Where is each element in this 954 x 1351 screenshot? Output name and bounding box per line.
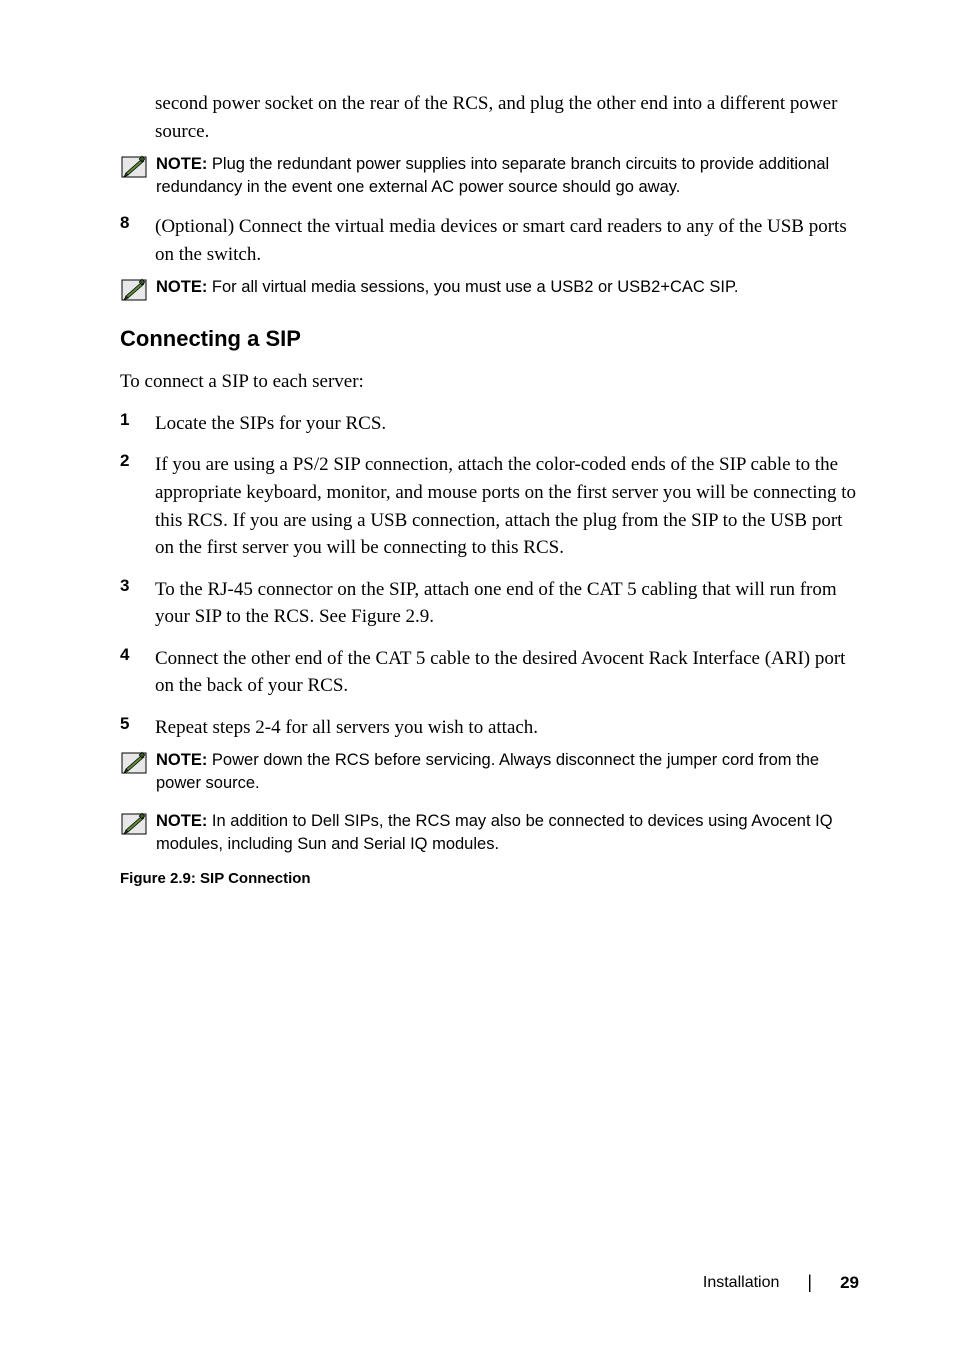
footer-page-number: 29 <box>840 1273 859 1293</box>
note-icon <box>120 751 148 775</box>
list-item-2: 2 If you are using a PS/2 SIP connection… <box>120 451 859 561</box>
list-item-4: 4 Connect the other end of the CAT 5 cab… <box>120 645 859 700</box>
footer-section: Installation <box>703 1274 780 1292</box>
note-text: NOTE: For all virtual media sessions, yo… <box>156 276 738 299</box>
intro-continuation: second power socket on the rear of the R… <box>155 90 859 145</box>
list-num: 8 <box>120 213 155 268</box>
note-bold: NOTE: <box>156 812 207 830</box>
note-icon <box>120 278 148 302</box>
note-icon <box>120 155 148 179</box>
note-block-1: NOTE: Plug the redundant power supplies … <box>120 153 859 199</box>
list-num: 4 <box>120 645 155 700</box>
section-heading: Connecting a SIP <box>120 326 859 352</box>
list-num: 3 <box>120 576 155 631</box>
note-text: NOTE: Power down the RCS before servicin… <box>156 749 859 795</box>
note-text: NOTE: In addition to Dell SIPs, the RCS … <box>156 810 859 856</box>
note-bold: NOTE: <box>156 751 207 769</box>
note-body: Plug the redundant power supplies into s… <box>156 155 829 196</box>
list-item-5: 5 Repeat steps 2-4 for all servers you w… <box>120 714 859 742</box>
note-icon <box>120 812 148 836</box>
note-body: Power down the RCS before servicing. Alw… <box>156 751 819 792</box>
note-block-3: NOTE: Power down the RCS before servicin… <box>120 749 859 795</box>
list-body: Locate the SIPs for your RCS. <box>155 410 386 438</box>
note-body: For all virtual media sessions, you must… <box>207 278 738 296</box>
note-bold: NOTE: <box>156 155 207 173</box>
lead-text: To connect a SIP to each server: <box>120 368 859 396</box>
list-body: To the RJ-45 connector on the SIP, attac… <box>155 576 859 631</box>
note-body: In addition to Dell SIPs, the RCS may al… <box>156 812 833 853</box>
list-num: 1 <box>120 410 155 438</box>
page-footer: Installation | 29 <box>703 1272 859 1293</box>
footer-separator: | <box>807 1272 812 1293</box>
figure-caption: Figure 2.9: SIP Connection <box>120 870 859 887</box>
note-block-2: NOTE: For all virtual media sessions, yo… <box>120 276 859 302</box>
list-item-8: 8 (Optional) Connect the virtual media d… <box>120 213 859 268</box>
note-bold: NOTE: <box>156 278 207 296</box>
note-text: NOTE: Plug the redundant power supplies … <box>156 153 859 199</box>
list-body: Repeat steps 2-4 for all servers you wis… <box>155 714 538 742</box>
list-body: If you are using a PS/2 SIP connection, … <box>155 451 859 561</box>
list-num: 5 <box>120 714 155 742</box>
note-block-4: NOTE: In addition to Dell SIPs, the RCS … <box>120 810 859 856</box>
list-item-1: 1 Locate the SIPs for your RCS. <box>120 410 859 438</box>
list-num: 2 <box>120 451 155 561</box>
list-item-3: 3 To the RJ-45 connector on the SIP, att… <box>120 576 859 631</box>
list-body: (Optional) Connect the virtual media dev… <box>155 213 859 268</box>
list-body: Connect the other end of the CAT 5 cable… <box>155 645 859 700</box>
